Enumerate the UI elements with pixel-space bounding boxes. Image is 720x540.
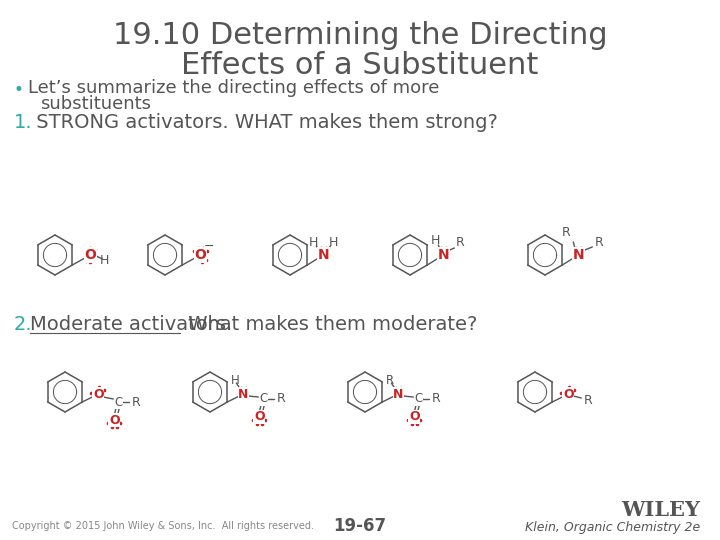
Text: R: R	[132, 395, 140, 408]
Text: WILEY: WILEY	[621, 500, 700, 520]
Text: Moderate activators.: Moderate activators.	[30, 315, 233, 334]
Text: H: H	[99, 254, 109, 267]
Text: R: R	[432, 393, 441, 406]
Text: What makes them moderate?: What makes them moderate?	[182, 315, 477, 334]
Text: R: R	[456, 235, 464, 248]
Text: R: R	[277, 393, 286, 406]
Text: N: N	[438, 248, 449, 262]
Text: O: O	[254, 410, 265, 423]
Text: O: O	[563, 388, 574, 401]
Text: N: N	[572, 248, 584, 262]
Text: Effects of a Substituent: Effects of a Substituent	[181, 51, 539, 79]
Text: Let’s summarize the directing effects of more: Let’s summarize the directing effects of…	[28, 79, 439, 97]
Text: •: •	[14, 81, 24, 99]
Text: R: R	[584, 394, 593, 407]
Text: 1.: 1.	[14, 112, 32, 132]
Text: O: O	[84, 248, 96, 262]
Text: H: H	[309, 237, 318, 249]
Text: O: O	[109, 414, 120, 427]
Text: H: H	[231, 375, 240, 388]
Text: −: −	[204, 240, 215, 253]
Text: Copyright © 2015 John Wiley & Sons, Inc.  All rights reserved.: Copyright © 2015 John Wiley & Sons, Inc.…	[12, 521, 314, 531]
Text: C: C	[114, 395, 122, 408]
Text: 19-67: 19-67	[333, 517, 387, 535]
Text: N: N	[238, 388, 248, 401]
Text: O: O	[194, 248, 206, 262]
Text: Klein, Organic Chemistry 2e: Klein, Organic Chemistry 2e	[525, 521, 700, 534]
Text: C: C	[259, 393, 267, 406]
Text: H: H	[328, 237, 338, 249]
Text: N: N	[318, 248, 329, 262]
Text: O: O	[409, 410, 420, 423]
Text: R: R	[386, 375, 395, 388]
Text: N: N	[393, 388, 403, 401]
Text: 2.: 2.	[14, 315, 32, 334]
Text: 19.10 Determining the Directing: 19.10 Determining the Directing	[113, 21, 607, 50]
Text: R: R	[562, 226, 571, 240]
Text: O: O	[93, 388, 104, 401]
Text: H: H	[431, 234, 440, 247]
Text: substituents: substituents	[40, 95, 151, 113]
Text: C: C	[414, 393, 423, 406]
Text: R: R	[595, 237, 603, 249]
Text: STRONG activators. WHAT makes them strong?: STRONG activators. WHAT makes them stron…	[30, 112, 498, 132]
